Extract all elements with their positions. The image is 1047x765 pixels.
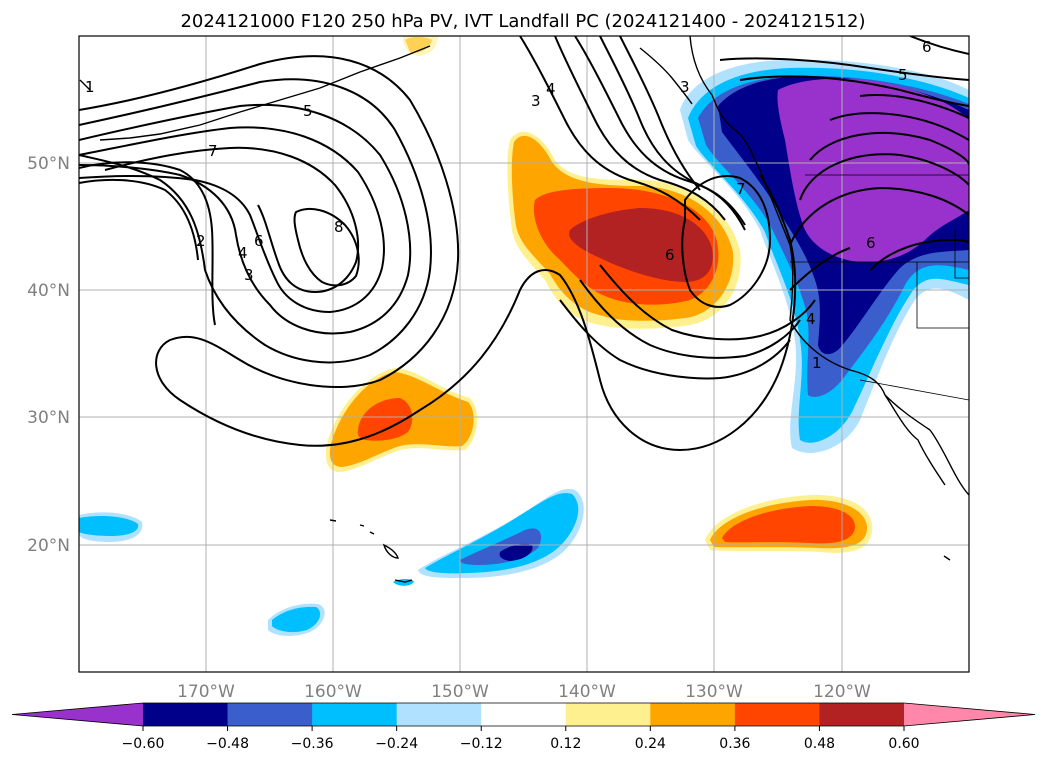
pv-contours-trough bbox=[519, 36, 816, 380]
colorbar-tick-label: 0.36 bbox=[719, 736, 750, 752]
negative-shading-small bbox=[79, 512, 325, 636]
lat-label-50: 50°N bbox=[27, 154, 70, 174]
lat-label-40: 40°N bbox=[27, 281, 70, 301]
lon-label-140w: 140°W bbox=[558, 682, 616, 702]
colorbar-tick-label: 0.60 bbox=[888, 736, 919, 752]
contour-label: 3 bbox=[680, 78, 690, 96]
colorbar-tick-label: 0.12 bbox=[550, 736, 581, 752]
colorbar-extend-low bbox=[12, 703, 143, 726]
colorbar: −0.60 −0.48 −0.36 −0.24 −0.12 0.12 0.24 0.36 0.4… bbox=[11, 702, 1036, 752]
colorbar-segment bbox=[819, 703, 905, 726]
map-frame bbox=[78, 35, 970, 673]
contour-label: 3 bbox=[244, 266, 254, 284]
map-panel: 1 5 7 2 4 6 3 8 3 4 6 7 6 5 3 4 6 1 bbox=[79, 36, 969, 672]
contour-label: 2 bbox=[196, 232, 206, 250]
longitude-labels: 170°W 160°W 150°W 140°W 130°W 120°W bbox=[177, 682, 871, 702]
positive-shading-subtropical bbox=[325, 368, 478, 472]
colorbar-tick-label: 0.48 bbox=[804, 736, 835, 752]
contour-label: 6 bbox=[254, 232, 264, 250]
contour-label: 4 bbox=[806, 310, 816, 328]
colorbar-segment bbox=[143, 703, 229, 726]
pv-contours-west-ridge bbox=[79, 55, 797, 452]
map-title: 2024121000 F120 250 hPa PV, IVT Landfall… bbox=[180, 11, 865, 32]
colorbar-tick-label: −0.24 bbox=[375, 736, 418, 752]
lon-label-120w: 120°W bbox=[813, 682, 871, 702]
contour-label: 5 bbox=[303, 102, 313, 120]
negative-shading-north-america bbox=[680, 59, 969, 453]
colorbar-tick-label: −0.36 bbox=[291, 736, 334, 752]
colorbar-tick-label: −0.60 bbox=[122, 736, 165, 752]
colorbar-segment bbox=[650, 703, 736, 726]
colorbar-segment bbox=[396, 703, 482, 726]
contour-label: 4 bbox=[238, 244, 248, 262]
lon-label-170w: 170°W bbox=[177, 682, 235, 702]
positive-shading-central bbox=[507, 131, 741, 329]
contour-label: 6 bbox=[665, 246, 675, 264]
contour-label: 1 bbox=[812, 354, 822, 372]
lon-label-160w: 160°W bbox=[304, 682, 362, 702]
colorbar-segment bbox=[312, 703, 398, 726]
colorbar-segment bbox=[481, 703, 567, 726]
colorbar-segment bbox=[565, 703, 651, 726]
pv-contours-northeast bbox=[719, 36, 969, 291]
negative-shading-hawaii bbox=[393, 489, 584, 586]
contour-label: 3 bbox=[531, 92, 541, 110]
contour-label: 7 bbox=[208, 142, 218, 160]
lat-label-20: 20°N bbox=[27, 536, 70, 556]
contour-label: 6 bbox=[866, 234, 876, 252]
positive-shading-east bbox=[402, 36, 873, 553]
contour-label: 5 bbox=[898, 66, 908, 84]
graticule bbox=[79, 36, 969, 672]
colorbar-tick-label: 0.24 bbox=[635, 736, 666, 752]
contour-labels: 1 5 7 2 4 6 3 8 3 4 6 7 6 5 3 4 6 1 bbox=[85, 38, 932, 372]
lon-label-130w: 130°W bbox=[685, 682, 743, 702]
contour-label: 4 bbox=[546, 80, 556, 98]
colorbar-segment bbox=[734, 703, 820, 726]
contour-label: 7 bbox=[736, 180, 746, 198]
colorbar-extend-high bbox=[904, 703, 1035, 726]
lat-label-30: 30°N bbox=[27, 408, 70, 428]
colorbar-tick-label: −0.48 bbox=[206, 736, 249, 752]
colorbar-segment bbox=[227, 703, 313, 726]
lon-label-150w: 150°W bbox=[431, 682, 489, 702]
latitude-labels: 50°N 40°N 30°N 20°N bbox=[27, 154, 70, 556]
contour-label: 6 bbox=[922, 38, 932, 56]
contour-label: 8 bbox=[334, 218, 344, 236]
contour-label: 1 bbox=[85, 78, 95, 96]
colorbar-tick-label: −0.12 bbox=[460, 736, 503, 752]
